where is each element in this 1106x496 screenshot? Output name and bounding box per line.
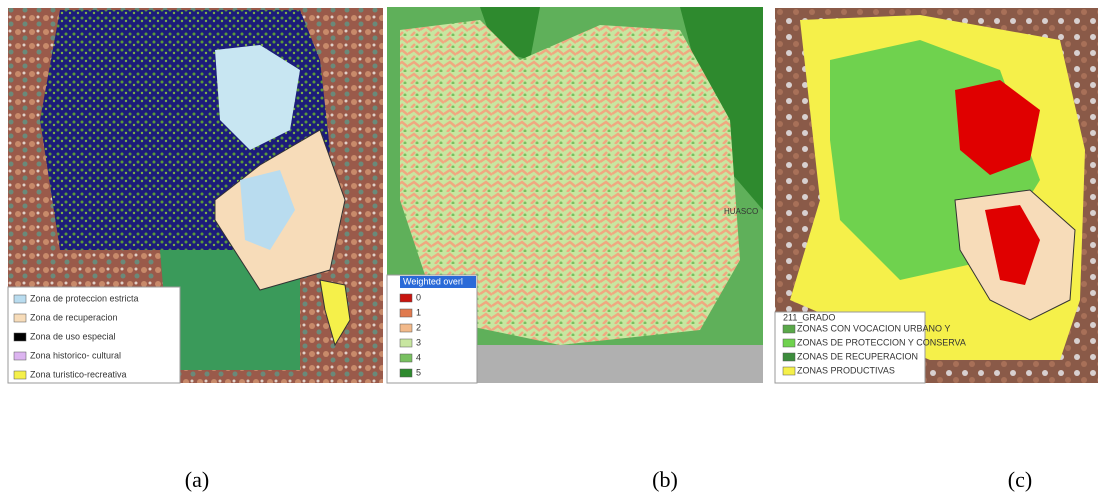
legend-swatch	[783, 367, 795, 375]
map-label: HUASCO	[724, 207, 758, 216]
caption: (b)	[652, 467, 678, 492]
legend-label: ZONAS CON VOCACION URBANO Y	[797, 323, 950, 333]
legend-swatch	[783, 339, 795, 347]
legend-swatch	[783, 353, 795, 361]
legend-label: Zona de proteccion estricta	[30, 293, 139, 303]
legend-swatch	[783, 325, 795, 333]
legend-label: 1	[416, 307, 421, 317]
legend-label: Zona de recuperacion	[30, 312, 118, 322]
legend-swatch	[400, 309, 412, 317]
legend-swatch	[14, 352, 26, 360]
legend-swatch	[14, 314, 26, 322]
legend-label: 2	[416, 322, 421, 332]
legend-label: 3	[416, 337, 421, 347]
legend-label: 0	[416, 292, 421, 302]
legend-swatch	[14, 333, 26, 341]
legend-label: Zona historico- cultural	[30, 350, 121, 360]
legend-label: 4	[416, 352, 421, 362]
legend-swatch	[400, 369, 412, 377]
legend-swatch	[400, 294, 412, 302]
figure: (a) Zona de proteccion estricta Zona de re…	[0, 0, 1106, 496]
caption: (c)	[1008, 467, 1032, 492]
legend-title: 211_GRADO	[783, 312, 835, 322]
legend-title: Weighted overl	[403, 276, 463, 286]
legend-swatch	[400, 354, 412, 362]
legend-swatch	[400, 339, 412, 347]
legend-swatch	[400, 324, 412, 332]
legend-label: ZONAS PRODUCTIVAS	[797, 365, 895, 375]
legend-label: Zona turistico-recreativa	[30, 369, 127, 379]
legend-swatch	[14, 295, 26, 303]
legend-label: 5	[416, 367, 421, 377]
caption: (a)	[185, 467, 209, 492]
legend-label: ZONAS DE RECUPERACION	[797, 351, 918, 361]
legend-swatch	[14, 371, 26, 379]
legend-label: Zona de uso especial	[30, 331, 116, 341]
legend-label: ZONAS DE PROTECCION Y CONSERVA	[797, 337, 966, 347]
